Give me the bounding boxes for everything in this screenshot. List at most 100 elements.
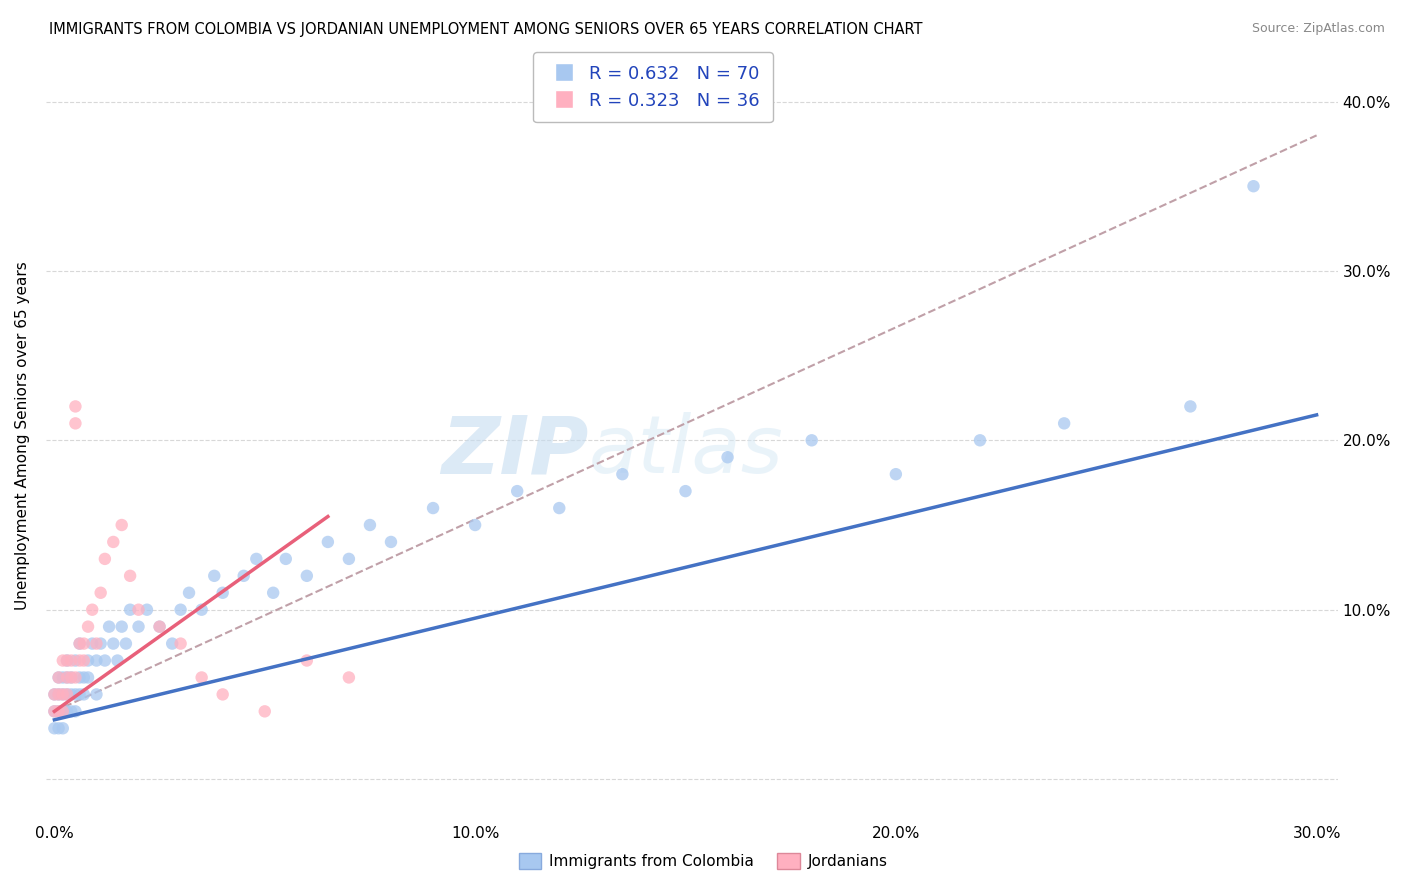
Legend: R = 0.632   N = 70, R = 0.323   N = 36: R = 0.632 N = 70, R = 0.323 N = 36	[533, 52, 773, 122]
Point	[86, 687, 108, 701]
Point	[190, 670, 212, 684]
Point	[115, 637, 138, 651]
Point	[69, 637, 91, 651]
Point	[56, 687, 79, 701]
Point	[337, 552, 360, 566]
Point	[77, 670, 100, 684]
Point	[52, 687, 75, 701]
Point	[52, 687, 75, 701]
Point	[295, 654, 318, 668]
Point	[211, 586, 233, 600]
Y-axis label: Unemployment Among Seniors over 65 years: Unemployment Among Seniors over 65 years	[15, 261, 30, 610]
Point	[202, 569, 225, 583]
Point	[56, 670, 79, 684]
Point	[148, 620, 170, 634]
Point	[73, 654, 96, 668]
Point	[612, 467, 634, 482]
Point	[716, 450, 738, 465]
Point	[190, 603, 212, 617]
Point	[44, 704, 66, 718]
Point	[177, 586, 200, 600]
Point	[148, 620, 170, 634]
Point	[245, 552, 267, 566]
Point	[274, 552, 297, 566]
Point	[111, 620, 134, 634]
Text: Source: ZipAtlas.com: Source: ZipAtlas.com	[1251, 22, 1385, 36]
Point	[316, 535, 339, 549]
Point	[44, 721, 66, 735]
Point	[48, 670, 70, 684]
Point	[73, 670, 96, 684]
Point	[111, 518, 134, 533]
Point	[380, 535, 402, 549]
Legend: Immigrants from Colombia, Jordanians: Immigrants from Colombia, Jordanians	[512, 847, 894, 875]
Point	[77, 654, 100, 668]
Point	[1180, 400, 1202, 414]
Text: IMMIGRANTS FROM COLOMBIA VS JORDANIAN UNEMPLOYMENT AMONG SENIORS OVER 65 YEARS C: IMMIGRANTS FROM COLOMBIA VS JORDANIAN UN…	[49, 22, 922, 37]
Point	[44, 687, 66, 701]
Point	[65, 654, 87, 668]
Point	[211, 687, 233, 701]
Point	[52, 704, 75, 718]
Point	[800, 434, 823, 448]
Point	[48, 687, 70, 701]
Point	[464, 518, 486, 533]
Point	[337, 670, 360, 684]
Point	[56, 704, 79, 718]
Point	[52, 704, 75, 718]
Point	[48, 721, 70, 735]
Point	[128, 603, 150, 617]
Point	[69, 637, 91, 651]
Point	[69, 670, 91, 684]
Point	[82, 637, 104, 651]
Point	[65, 704, 87, 718]
Point	[295, 569, 318, 583]
Point	[52, 670, 75, 684]
Point	[56, 654, 79, 668]
Point	[48, 704, 70, 718]
Point	[56, 687, 79, 701]
Point	[98, 620, 121, 634]
Point	[52, 654, 75, 668]
Point	[94, 552, 117, 566]
Point	[1243, 179, 1265, 194]
Point	[48, 670, 70, 684]
Point	[253, 704, 276, 718]
Point	[60, 687, 83, 701]
Text: atlas: atlas	[589, 412, 783, 491]
Point	[44, 704, 66, 718]
Point	[60, 654, 83, 668]
Point	[120, 569, 142, 583]
Point	[548, 501, 571, 516]
Point	[169, 637, 191, 651]
Point	[56, 654, 79, 668]
Point	[128, 620, 150, 634]
Point	[262, 586, 284, 600]
Point	[506, 484, 529, 499]
Point	[422, 501, 444, 516]
Text: ZIP: ZIP	[441, 412, 589, 491]
Point	[160, 637, 183, 651]
Point	[884, 467, 907, 482]
Point	[103, 637, 125, 651]
Point	[48, 687, 70, 701]
Point	[60, 670, 83, 684]
Point	[969, 434, 991, 448]
Point	[107, 654, 129, 668]
Point	[90, 586, 112, 600]
Point	[48, 704, 70, 718]
Point	[120, 603, 142, 617]
Point	[1053, 417, 1076, 431]
Point	[77, 620, 100, 634]
Point	[94, 654, 117, 668]
Point	[232, 569, 254, 583]
Point	[359, 518, 381, 533]
Point	[60, 704, 83, 718]
Point	[136, 603, 159, 617]
Point	[65, 400, 87, 414]
Point	[52, 721, 75, 735]
Point	[65, 670, 87, 684]
Point	[90, 637, 112, 651]
Point	[69, 654, 91, 668]
Point	[103, 535, 125, 549]
